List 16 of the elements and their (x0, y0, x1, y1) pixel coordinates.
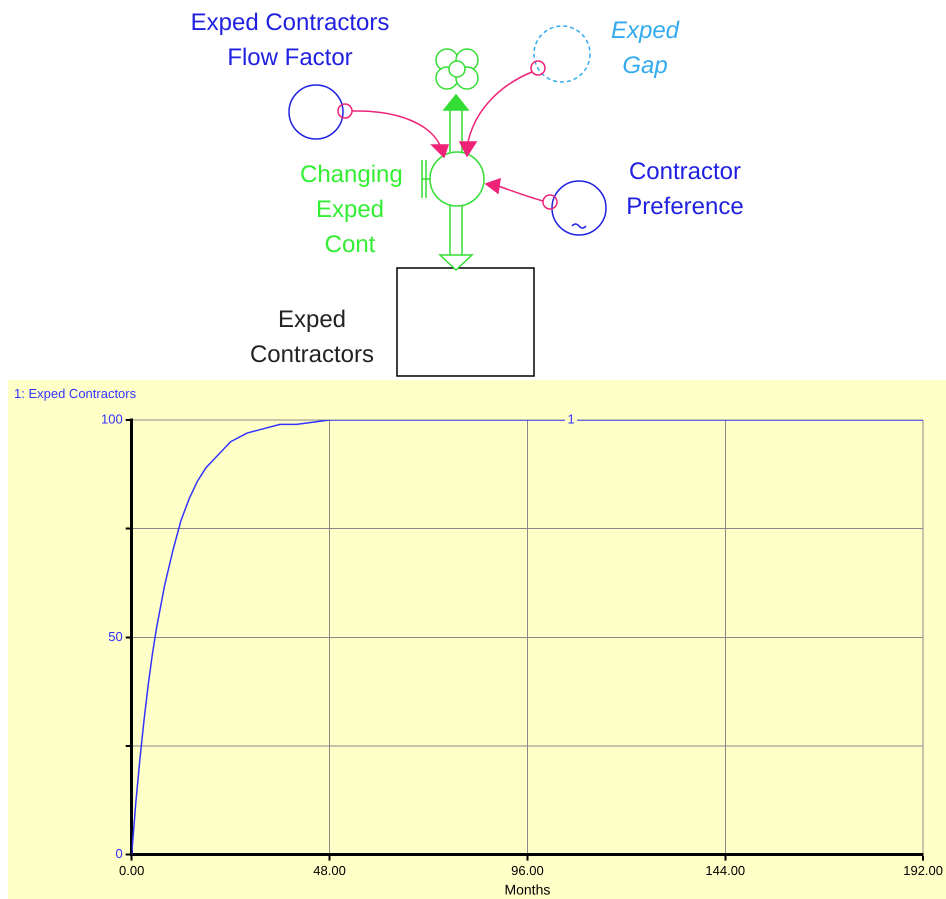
y-tick-label: 0 (115, 846, 123, 862)
text: Changing Exped Cont (300, 160, 403, 260)
annotation: 1 (567, 412, 575, 427)
y-tick-label: 100 (100, 412, 123, 427)
x-tick-label: 192.00 (903, 862, 943, 878)
text: Exped Contractors Flow Factor (190, 8, 390, 73)
x-axis-title: Months (504, 881, 550, 898)
text: Contractor Preference (625, 157, 745, 222)
x-tick-label: 0.00 (119, 862, 144, 878)
x-tick-label: 144.00 (705, 862, 746, 878)
x-tick-label: 48.00 (313, 862, 346, 878)
y-tick-label: 50 (108, 628, 123, 644)
text: 1: Exped Contractors (14, 386, 137, 402)
text: Exped Gap (610, 16, 680, 81)
x-tick-label: 96.00 (511, 862, 544, 878)
text: Exped Contractors (248, 305, 376, 370)
